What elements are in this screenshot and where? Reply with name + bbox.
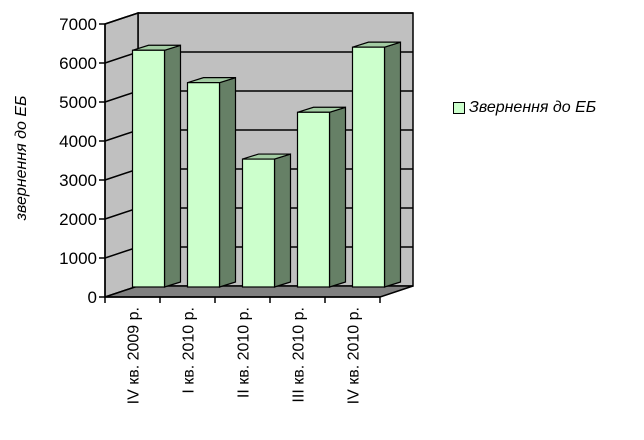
- bar: [351, 41, 402, 288]
- y-tick-label: 1000: [59, 249, 97, 268]
- bar-front: [296, 111, 331, 288]
- x-tick-label: IV кв. 2010 р.: [346, 307, 363, 404]
- y-tick-label: 2000: [59, 210, 97, 229]
- y-tick-label: 5000: [59, 93, 97, 112]
- bar-side: [163, 44, 182, 288]
- bar: [186, 76, 237, 288]
- y-tick-label: 6000: [59, 54, 97, 73]
- bar-front: [131, 49, 166, 288]
- x-tick-label: II кв. 2010 р.: [236, 307, 253, 398]
- bar-front: [186, 82, 221, 288]
- legend-label: Звернення до ЕБ: [469, 99, 597, 116]
- legend-swatch: [453, 102, 465, 114]
- y-axis-title: звернення до ЕБ: [13, 96, 30, 222]
- y-tick-labels: 0 1000 2000 3000 4000 5000 6000 7000: [59, 15, 105, 307]
- bar: [241, 153, 292, 288]
- bar-front: [241, 158, 276, 288]
- bar-side: [328, 106, 347, 288]
- bar: [131, 44, 182, 288]
- y-tick-label: 4000: [59, 132, 97, 151]
- y-tick-label: 3000: [59, 171, 97, 190]
- x-tick-label: III кв. 2010 р.: [291, 307, 308, 403]
- gridline: [104, 12, 413, 25]
- x-tick-label: I кв. 2010 р.: [181, 307, 198, 394]
- legend: Звернення до ЕБ: [453, 99, 596, 117]
- bar-side: [218, 76, 237, 288]
- bar-side: [383, 41, 402, 288]
- y-tick-label: 0: [88, 288, 97, 307]
- x-tick-labels: IV кв. 2009 р. I кв. 2010 р. II кв. 2010 р…: [104, 297, 381, 404]
- chart-floor: [104, 285, 414, 298]
- bar: [296, 106, 347, 288]
- y-tick-label: 7000: [59, 15, 97, 34]
- bars: [131, 41, 402, 288]
- bar-front: [351, 46, 386, 288]
- x-tick-label: IV кв. 2009 р.: [126, 307, 143, 404]
- bar-side: [273, 153, 292, 288]
